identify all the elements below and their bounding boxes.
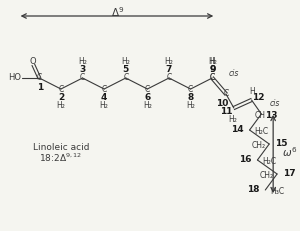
Text: H₂: H₂ [100,101,109,110]
Text: C: C [58,85,64,94]
Text: HO: HO [8,73,21,82]
Text: 18:2$\Delta^{9,12}$: 18:2$\Delta^{9,12}$ [39,152,82,164]
Text: H₂: H₂ [186,101,195,110]
Text: 1: 1 [37,82,44,91]
Text: C: C [188,85,193,94]
Text: C: C [37,73,42,82]
Text: 6: 6 [144,94,151,103]
Text: H₂: H₂ [143,101,152,110]
Text: C: C [210,73,215,82]
Text: 11: 11 [220,106,232,116]
Text: CH₂: CH₂ [259,170,273,179]
Text: C: C [167,73,172,82]
Text: CH: CH [255,110,266,119]
Text: C: C [145,85,150,94]
Text: H₂: H₂ [78,57,87,66]
Text: 18: 18 [247,185,260,195]
Text: cis: cis [229,70,239,79]
Text: 8: 8 [188,94,194,103]
Text: H₂: H₂ [228,115,237,124]
Text: H: H [209,57,215,66]
Text: H₃C: H₃C [270,186,284,195]
Text: 15: 15 [275,140,287,149]
Text: C: C [80,73,85,82]
Text: 16: 16 [239,155,252,164]
Text: 3: 3 [80,64,86,73]
Text: 9: 9 [209,64,215,73]
Text: C: C [224,89,229,98]
Text: H₂: H₂ [121,57,130,66]
Text: H₂C: H₂C [262,156,277,165]
Text: H₂C: H₂C [254,127,268,136]
Text: Linoleic acid: Linoleic acid [33,143,89,152]
Text: C: C [101,85,107,94]
Text: cis: cis [270,100,280,109]
Text: 2: 2 [58,94,64,103]
Text: O: O [29,57,36,66]
Text: 17: 17 [283,170,295,179]
Text: H₂: H₂ [56,101,65,110]
Text: 13: 13 [265,112,278,121]
Text: 9: 9 [209,64,215,73]
Text: $\omega^6$: $\omega^6$ [282,145,297,159]
Text: 7: 7 [166,64,172,73]
Text: H: H [250,86,255,95]
Text: C: C [210,73,215,82]
Text: C: C [123,73,128,82]
Text: 14: 14 [232,125,244,134]
Text: 4: 4 [101,94,107,103]
Text: 12: 12 [252,94,265,103]
Text: H₂: H₂ [165,57,173,66]
Text: CH₂: CH₂ [251,140,266,149]
Text: 5: 5 [123,64,129,73]
Text: 10: 10 [216,98,228,107]
Text: $\Delta^9$: $\Delta^9$ [111,5,124,19]
Text: H₂: H₂ [208,57,217,66]
